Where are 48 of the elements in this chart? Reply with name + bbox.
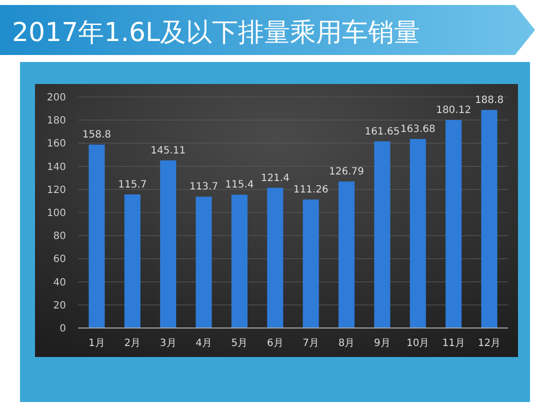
x-tick-label: 3月 bbox=[160, 338, 176, 349]
y-tick-label: 0 bbox=[60, 324, 66, 334]
data-label: 145.11 bbox=[150, 145, 186, 156]
x-tick-label: 4月 bbox=[196, 338, 212, 349]
data-label: 111.26 bbox=[293, 184, 328, 196]
x-tick-label: 7月 bbox=[302, 338, 320, 349]
bar bbox=[481, 110, 498, 328]
x-tick-label: 11月 bbox=[442, 338, 465, 349]
bar bbox=[124, 194, 140, 328]
y-tick-label: 200 bbox=[46, 92, 66, 104]
y-tick-label: 80 bbox=[53, 231, 66, 242]
data-label: 161.65 bbox=[364, 126, 400, 138]
y-tick-label: 160 bbox=[46, 138, 66, 150]
bar bbox=[338, 182, 355, 328]
y-tick-label: 100 bbox=[46, 208, 66, 219]
data-label: 180.12 bbox=[436, 104, 472, 116]
x-tick-label: 12月 bbox=[478, 338, 501, 349]
y-tick-label: 60 bbox=[53, 254, 66, 266]
y-tick-label: 180 bbox=[46, 116, 66, 127]
x-tick-label: 5月 bbox=[231, 338, 248, 349]
y-tick-label: 20 bbox=[53, 300, 66, 312]
bar bbox=[231, 194, 248, 328]
chart-title: 2017年1.6L及以下排量乘用车销量 bbox=[12, 18, 420, 48]
x-tick-label: 10月 bbox=[406, 338, 430, 349]
data-label: 126.79 bbox=[329, 166, 364, 178]
bar bbox=[196, 196, 212, 328]
bar bbox=[302, 199, 319, 328]
x-tick-label: 1月 bbox=[88, 338, 105, 349]
data-label: 163.68 bbox=[400, 124, 436, 135]
bar bbox=[160, 160, 176, 328]
data-label: 158.8 bbox=[82, 130, 112, 141]
data-label: 115.7 bbox=[118, 179, 147, 190]
bar bbox=[88, 144, 105, 328]
x-tick-label: 2月 bbox=[124, 338, 141, 349]
x-tick-label: 9月 bbox=[374, 338, 390, 349]
y-tick-label: 40 bbox=[53, 277, 66, 288]
data-label: 113.7 bbox=[189, 182, 218, 193]
bar bbox=[374, 141, 390, 328]
bar bbox=[446, 120, 462, 328]
x-tick-label: 8月 bbox=[338, 338, 355, 349]
y-tick-label: 140 bbox=[46, 162, 66, 173]
bar bbox=[410, 138, 426, 328]
data-label: 115.4 bbox=[225, 180, 254, 191]
y-tick-label: 120 bbox=[46, 184, 66, 196]
data-label: 121.4 bbox=[260, 172, 290, 184]
bar bbox=[267, 188, 284, 328]
data-label: 188.8 bbox=[474, 94, 504, 106]
x-tick-label: 6月 bbox=[266, 338, 284, 349]
